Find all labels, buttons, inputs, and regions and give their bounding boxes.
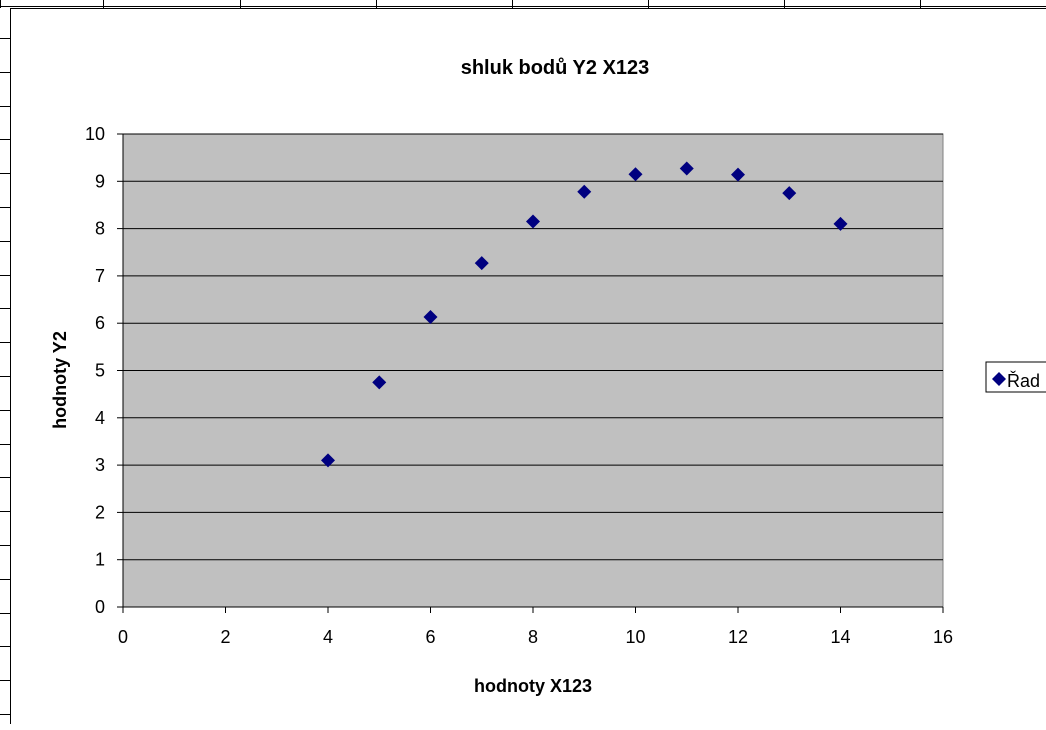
- data-points: [321, 161, 848, 468]
- x-tick-label: 4: [323, 627, 333, 647]
- data-point-diamond[interactable]: [423, 310, 438, 325]
- y-tick-label: 7: [95, 266, 105, 286]
- y-axis-ticks: 0 1 2 3 4 5 6 7 8 9 10: [85, 124, 123, 617]
- y-tick-label: 1: [95, 550, 105, 570]
- x-tick-label: 6: [425, 627, 435, 647]
- legend-series-label: Řad: [1007, 371, 1040, 391]
- data-point-diamond[interactable]: [474, 256, 489, 271]
- x-tick-label: 2: [220, 627, 230, 647]
- x-axis-label: hodnoty X123: [474, 676, 592, 696]
- y-axis-label: hodnoty Y2: [50, 331, 70, 429]
- y-tick-label: 8: [95, 219, 105, 239]
- y-tick-label: 5: [95, 361, 105, 381]
- y-tick-label: 0: [95, 597, 105, 617]
- data-point-diamond[interactable]: [321, 453, 335, 468]
- data-point-diamond[interactable]: [731, 167, 745, 182]
- y-tick-label: 9: [95, 171, 105, 191]
- y-tick-label: 3: [95, 455, 105, 475]
- data-point-diamond[interactable]: [577, 184, 592, 199]
- data-point-diamond[interactable]: [372, 375, 387, 390]
- data-point-diamond[interactable]: [628, 167, 643, 182]
- x-tick-label: 12: [728, 627, 748, 647]
- gridlines: [123, 133, 943, 561]
- scatter-chart: shluk bodů Y2 X123 0 2 4 6 8 10 12 14 16 0123456…: [50, 57, 1046, 696]
- x-tick-label: 16: [933, 627, 953, 647]
- y-tick-label: 10: [85, 124, 105, 144]
- x-axis-ticks: 0 2 4 6 8 10 12 14 16: [118, 607, 953, 647]
- legend-marker-diamond-icon: [992, 372, 1006, 386]
- y-tick-label: 4: [95, 408, 105, 428]
- data-point-diamond[interactable]: [679, 161, 694, 176]
- y-tick-label: 2: [95, 502, 105, 522]
- x-tick-label: 10: [625, 627, 645, 647]
- chart-title: shluk bodů Y2 X123: [461, 57, 650, 79]
- x-tick-label: 0: [118, 627, 128, 647]
- x-tick-label: 14: [830, 627, 850, 647]
- data-point-diamond[interactable]: [833, 216, 848, 231]
- data-point-diamond[interactable]: [526, 214, 540, 229]
- y-tick-label: 6: [95, 313, 105, 333]
- data-point-diamond[interactable]: [782, 186, 797, 201]
- legend[interactable]: Řad: [985, 361, 1046, 393]
- x-tick-label: 8: [528, 627, 538, 647]
